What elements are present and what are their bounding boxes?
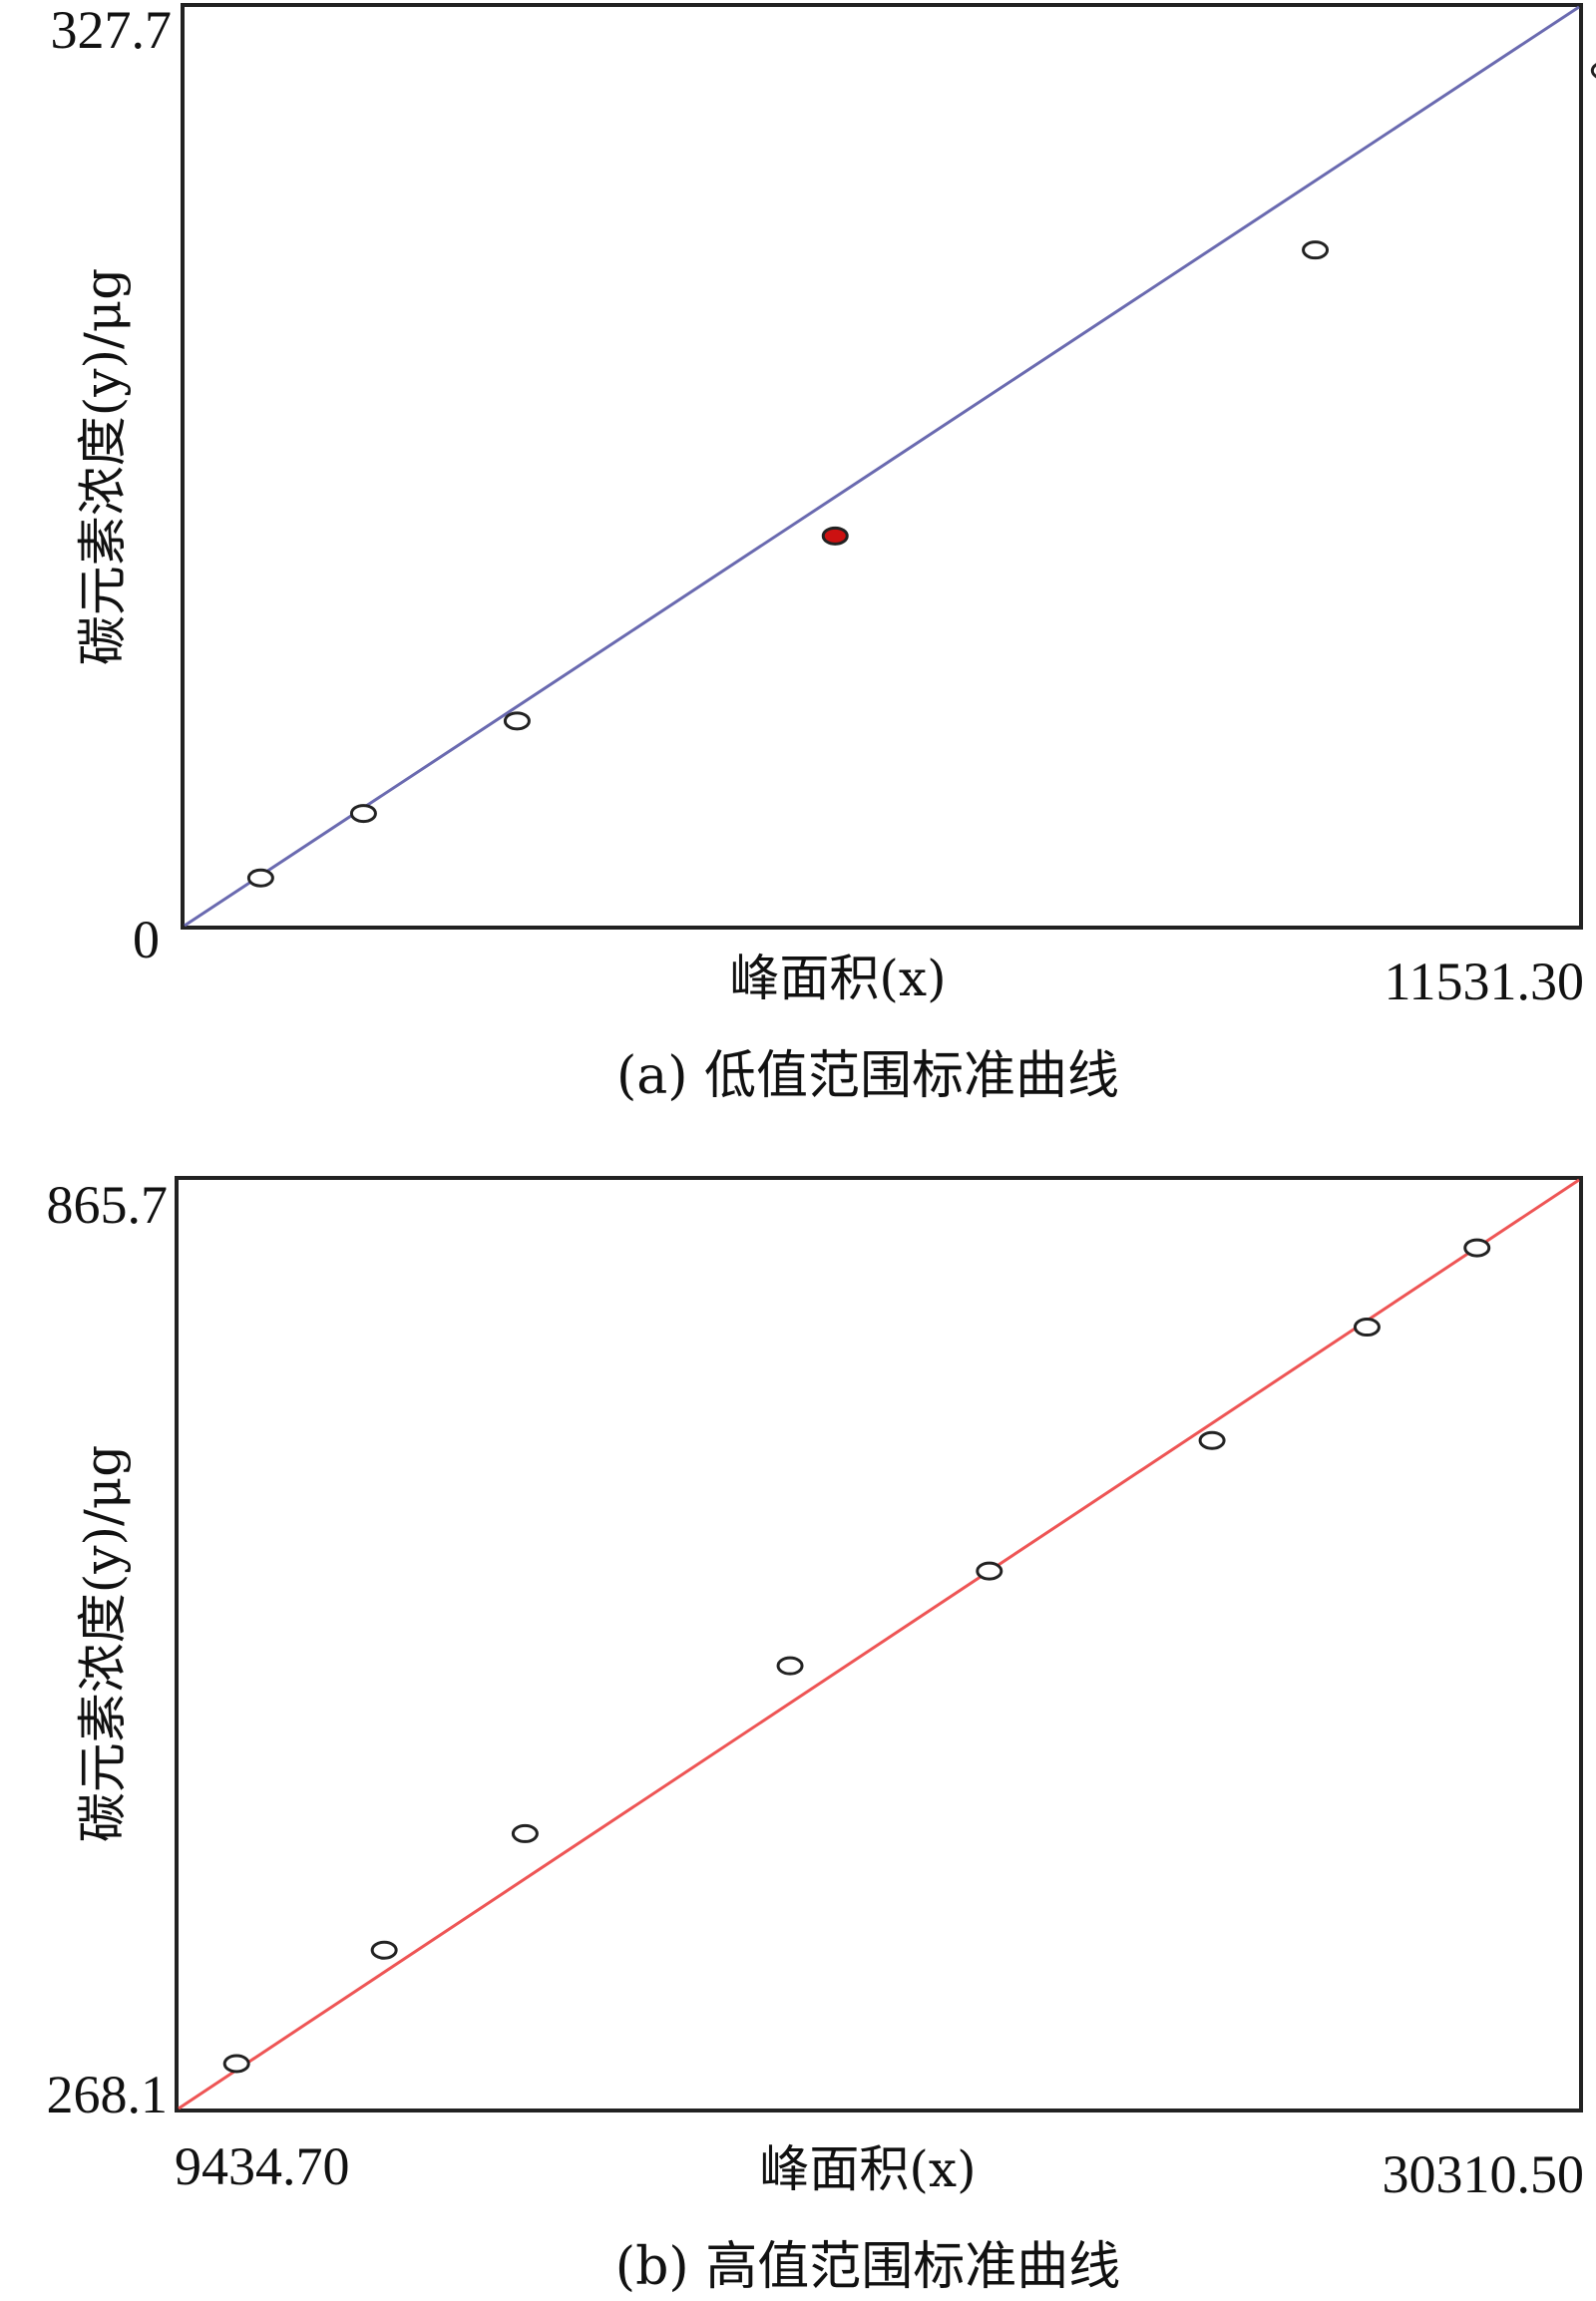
chart-b-data-point — [370, 1940, 398, 1960]
chart-a-data-point — [503, 711, 531, 731]
chart-b-data-point — [222, 2054, 250, 2074]
chart-b-x-axis-title: 峰面积(x) — [759, 2140, 976, 2198]
chart-b-x-max-label: 30310.50 — [1383, 2144, 1585, 2204]
chart-b-x-min-label: 9434.70 — [175, 2136, 350, 2196]
chart-a-y-axis-title: 碳元素浓度(y)/μg — [74, 268, 132, 666]
chart-b: 865.7 268.1 9434.70 30310.50 峰面积(x) 碳元素浓… — [47, 1175, 1585, 2297]
chart-a-x-axis-title: 峰面积(x) — [729, 950, 946, 1007]
chart-b-y-min-label: 268.1 — [47, 2065, 169, 2124]
chart-b-data-point — [511, 1823, 539, 1843]
chart-a-caption: (a) 低值范围标准曲线 — [616, 1046, 1119, 1106]
chart-a-y-min-label: 0 — [133, 910, 160, 969]
chart-b-caption: (b) 高值范围标准曲线 — [615, 2237, 1120, 2297]
chart-a-data-point — [1590, 63, 1596, 79]
chart-b-data-point — [1198, 1430, 1226, 1450]
chart-b-points — [222, 1238, 1491, 2074]
chart-a-points — [246, 63, 1596, 888]
chart-b-plot-frame — [175, 1176, 1583, 2112]
chart-b-data-point — [1463, 1238, 1491, 1258]
chart-a-data-point — [246, 868, 274, 888]
chart-a-data-point — [1302, 240, 1330, 260]
chart-a: 327.7 0 11531.30 峰面积(x) 碳元素浓度(y)/μg (a) … — [51, 0, 1596, 1106]
chart-a-x-max-label: 11531.30 — [1385, 952, 1585, 1011]
chart-b-y-max-label: 865.7 — [47, 1175, 169, 1235]
chart-b-data-point — [1353, 1318, 1381, 1338]
chart-a-y-max-label: 327.7 — [51, 0, 173, 60]
chart-b-data-point — [976, 1561, 1003, 1581]
chart-a-plot-frame — [181, 3, 1583, 930]
chart-b-fit-line — [178, 1178, 1580, 2110]
chart-b-data-point — [776, 1656, 804, 1676]
chart-a-data-point — [349, 804, 377, 824]
chart-a-data-point — [821, 526, 849, 546]
chart-a-fit-line — [184, 5, 1580, 928]
chart-b-y-axis-title: 碳元素浓度(y)/μg — [74, 1445, 132, 1843]
